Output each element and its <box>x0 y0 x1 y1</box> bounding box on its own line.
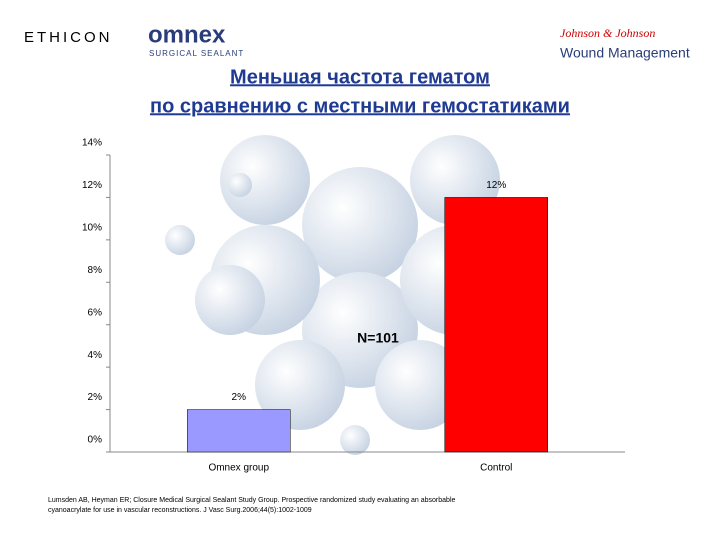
value-label: 2% <box>232 392 247 403</box>
y-tick-label: 2% <box>88 392 103 403</box>
annotation: N=101 <box>357 330 399 346</box>
x-tick-label: Control <box>480 463 512 474</box>
jj-logo: Johnson & Johnson <box>560 26 655 40</box>
value-label: 12% <box>486 180 506 191</box>
y-tick-label: 8% <box>88 265 103 276</box>
source: cyanoacrylate for use in vascular recons… <box>48 507 312 514</box>
y-tick-label: 4% <box>88 350 103 361</box>
title-line: Меньшая частота гематом <box>230 66 490 88</box>
x-tick-label: Omnex group <box>208 463 269 474</box>
brand: ETHICON <box>24 29 113 46</box>
product: omnex <box>148 21 226 48</box>
product-sub: SURGICAL SEALANT <box>149 49 244 58</box>
y-tick-label: 14% <box>82 138 102 149</box>
y-tick-label: 6% <box>88 307 103 318</box>
y-tick-label: 12% <box>82 180 102 191</box>
bar <box>444 197 548 453</box>
title-line: по сравнению с местными гемостатиками <box>150 95 570 117</box>
y-tick-label: 0% <box>88 435 103 446</box>
source: Lumsden AB, Heyman ER; Closure Medical S… <box>48 497 455 504</box>
y-tick-label: 10% <box>82 222 102 233</box>
division: Wound Management <box>560 45 690 61</box>
bar <box>187 409 291 453</box>
